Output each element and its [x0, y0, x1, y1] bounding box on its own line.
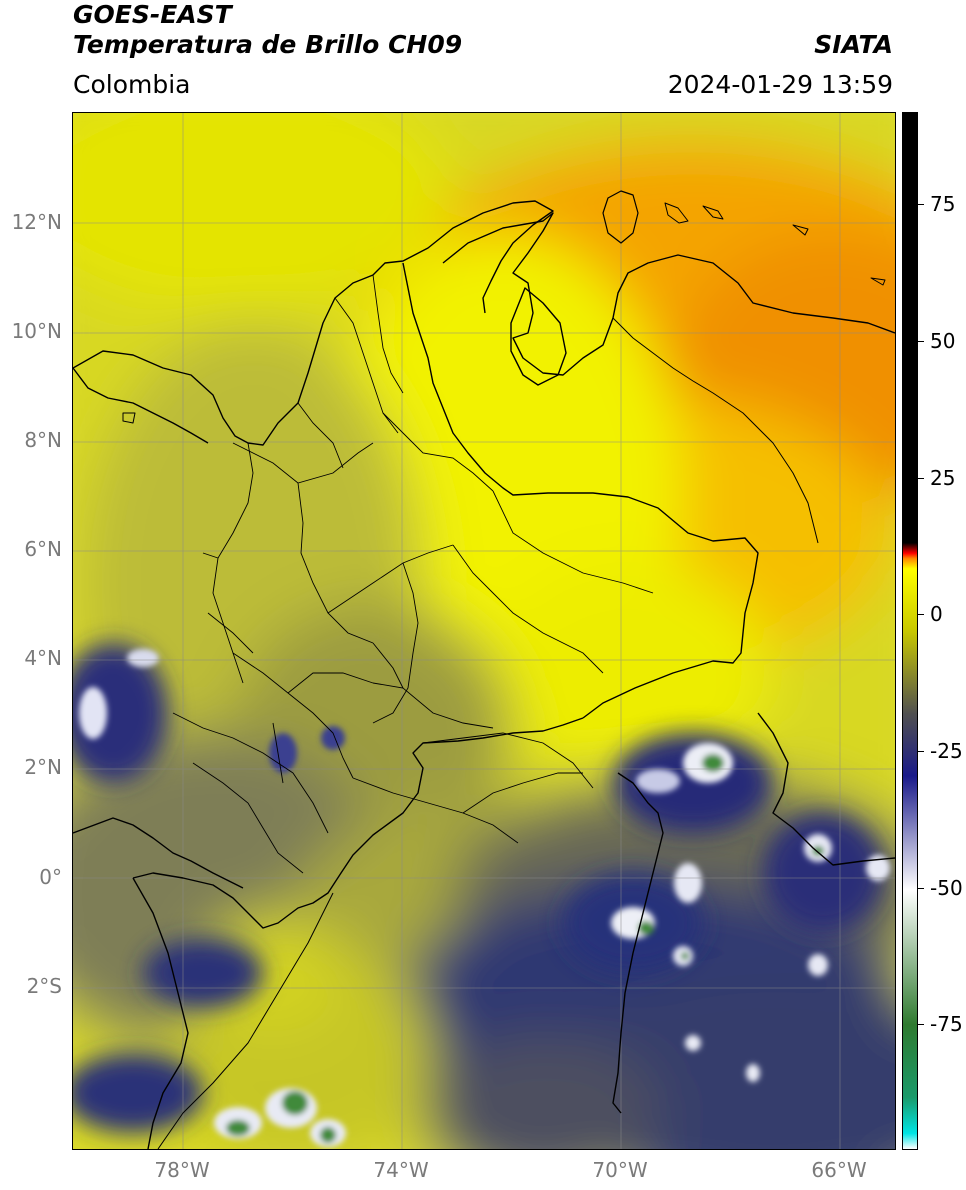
colorbar-label-25: 25	[930, 466, 956, 490]
department-borders	[172, 274, 654, 874]
map-panel[interactable]	[72, 112, 896, 1150]
colorbar-label-75: 75	[930, 192, 956, 216]
lon-label-78w: 78°W	[154, 1158, 210, 1182]
lon-label-74w: 74°W	[373, 1158, 429, 1182]
colorbar-label-minus50: -50	[930, 876, 963, 900]
colorbar-label-0: 0	[930, 602, 943, 626]
region-label: Colombia	[73, 70, 191, 99]
colorbar-tick	[918, 614, 924, 615]
colorbar-tick	[918, 341, 924, 342]
organization-label: SIATA	[814, 30, 893, 59]
lat-label-12n: 12°N	[11, 210, 62, 234]
lat-label-4n: 4°N	[24, 646, 62, 670]
colorbar-tick	[918, 478, 924, 479]
map-title-line1: GOES-EAST	[73, 0, 232, 29]
colorbar-tick	[918, 204, 924, 205]
colorbar-tick	[918, 1024, 924, 1025]
lon-label-70w: 70°W	[592, 1158, 648, 1182]
lat-label-0: 0°	[39, 865, 62, 889]
lat-label-2s: 2°S	[26, 974, 62, 998]
lon-label-66w: 66°W	[811, 1158, 867, 1182]
colorbar-tick	[918, 751, 924, 752]
colorbar	[902, 112, 918, 1150]
lat-label-10n: 10°N	[11, 319, 62, 343]
colorbar-label-minus25: -25	[930, 739, 963, 763]
colorbar-label-50: 50	[930, 329, 956, 353]
lat-label-6n: 6°N	[24, 537, 62, 561]
colorbar-label-minus75: -75	[930, 1012, 963, 1036]
map-title-line2: Temperatura de Brillo CH09	[73, 30, 463, 59]
colorbar-tick	[918, 888, 924, 889]
country-borders	[73, 190, 895, 1149]
timestamp-label: 2024-01-29 13:59	[667, 70, 893, 99]
lat-label-2n: 2°N	[24, 755, 62, 779]
lat-label-8n: 8°N	[24, 428, 62, 452]
brightness-temperature-map	[73, 113, 895, 1149]
